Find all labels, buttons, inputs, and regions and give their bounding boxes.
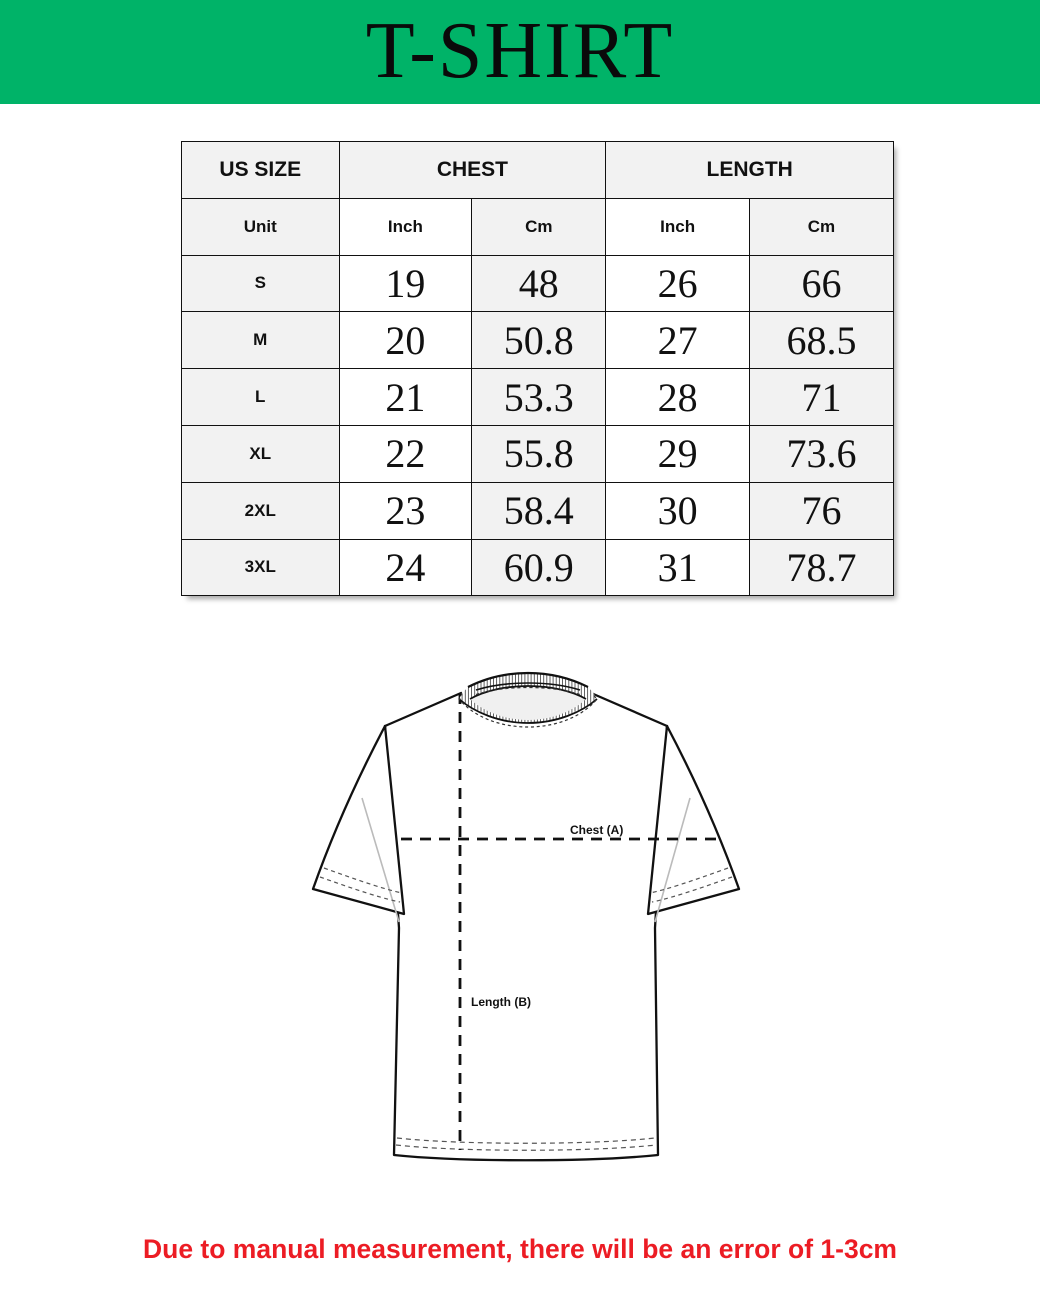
svg-text:Length (B): Length (B) <box>471 995 531 1009</box>
svg-text:Chest (A): Chest (A) <box>570 823 623 837</box>
